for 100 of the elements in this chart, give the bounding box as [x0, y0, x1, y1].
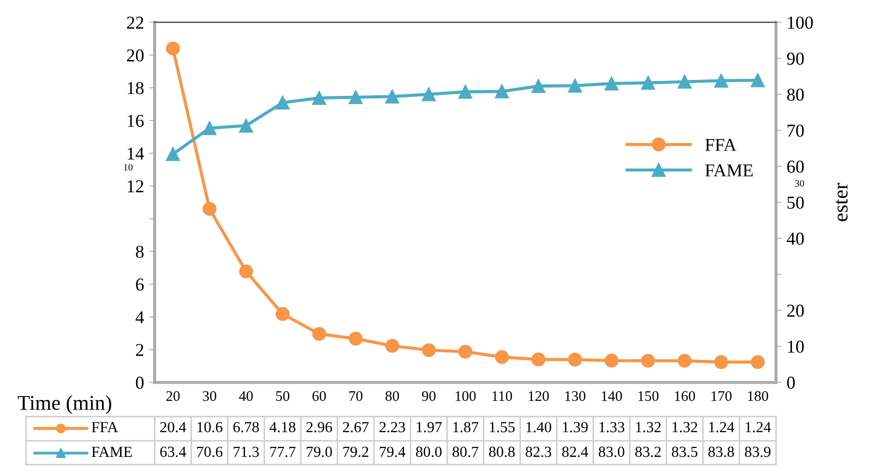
point — [348, 90, 363, 104]
point — [678, 74, 692, 89]
point — [385, 90, 400, 104]
text: FFA — [92, 422, 118, 432]
point — [239, 118, 253, 133]
point — [458, 84, 472, 99]
point — [750, 73, 765, 88]
y2-tick-label: 100 — [788, 16, 813, 29]
data-label: 1.39 — [562, 422, 588, 432]
y2-tick-label: 10 — [788, 340, 804, 353]
point — [604, 76, 618, 90]
x-tick-label: 80 — [386, 391, 399, 401]
point — [166, 42, 180, 56]
point — [202, 202, 216, 216]
point — [714, 355, 728, 370]
y2-tick-label: 70 — [788, 124, 804, 137]
data-label: 1.32 — [636, 422, 661, 432]
data-label: 1.87 — [453, 422, 478, 432]
point — [532, 352, 546, 366]
data-label: 1.55 — [490, 422, 515, 432]
x-tick-label: 130 — [565, 391, 586, 401]
data-label: 4.18 — [270, 422, 296, 432]
x-tick-label: 90 — [422, 391, 436, 401]
data-label: 2.96 — [306, 422, 332, 432]
text: FAME — [92, 446, 132, 457]
y-tick-label: 22 — [127, 16, 144, 29]
point — [276, 96, 290, 110]
data-label: 77.7 — [270, 446, 296, 458]
data-label: 71.3 — [234, 446, 259, 458]
data-label: 1.97 — [416, 422, 442, 432]
y-tick-label: 2 — [136, 344, 144, 356]
legend-label: FAME — [705, 164, 753, 176]
y2-axis-title: ester — [836, 182, 848, 222]
data-label: 80.8 — [489, 446, 515, 458]
point — [239, 264, 253, 278]
y2-tick-label: 90 — [787, 52, 804, 65]
point — [348, 332, 363, 346]
x-tick-label: 50 — [276, 391, 290, 401]
data-label: 82.4 — [562, 446, 588, 458]
data-label: 63.4 — [160, 446, 186, 458]
x-tick-label: 160 — [674, 391, 696, 401]
y-tick-label: 0 — [136, 376, 144, 389]
y-tick-label: 16 — [128, 114, 144, 127]
x-tick-label: 150 — [638, 391, 658, 401]
data-label: 1.32 — [672, 422, 698, 432]
y2-tick-label: 50 — [787, 196, 804, 209]
x-tick-label: 40 — [239, 391, 253, 401]
data-label: 79.4 — [380, 446, 406, 458]
point — [385, 338, 400, 353]
x-tick-label: 180 — [748, 391, 768, 401]
point — [494, 84, 509, 98]
x-tick-label: 60 — [312, 391, 326, 401]
point — [641, 76, 656, 90]
data-label: 82.3 — [526, 446, 552, 458]
point — [202, 121, 216, 136]
data-label: 80.0 — [416, 446, 442, 458]
point — [312, 326, 326, 341]
point — [458, 344, 472, 359]
data-label: 20.4 — [160, 422, 186, 432]
x-axis-title: Time (min) — [18, 395, 112, 414]
point — [714, 74, 728, 88]
legend-label: FFA — [705, 138, 736, 151]
data-label: 79.0 — [306, 446, 332, 458]
y-tick-label: 18 — [128, 82, 144, 94]
data-label: 83.2 — [635, 446, 661, 458]
x-tick-label: 20 — [166, 391, 180, 401]
y2-tick-label: 40 — [786, 232, 804, 245]
y-tick-label: 20 — [127, 49, 144, 62]
data-label: 1.40 — [526, 422, 552, 432]
point — [568, 352, 582, 367]
point — [422, 87, 436, 102]
y-tick-label: 6 — [136, 278, 144, 291]
point — [568, 78, 582, 93]
y2-tick-label: 60 — [787, 160, 804, 173]
data-label: 6.78 — [233, 422, 259, 432]
x-tick-label: 30 — [202, 391, 216, 401]
data-label: 2.23 — [380, 422, 406, 432]
y-tick-label: 8 — [136, 246, 144, 258]
y2-tick-label: 80 — [787, 88, 804, 101]
data-label: 79.2 — [343, 446, 368, 458]
text: 10 — [124, 164, 133, 171]
data-label: 1.33 — [600, 422, 624, 432]
data-label: 10.6 — [197, 422, 222, 432]
data-label: 70.6 — [197, 446, 222, 458]
point — [422, 343, 436, 358]
y-tick-label: 4 — [136, 311, 144, 324]
data-label: 1.24 — [746, 422, 771, 432]
x-tick-label: 100 — [456, 391, 476, 401]
x-tick-label: 170 — [712, 391, 732, 401]
point — [532, 79, 546, 93]
point — [312, 90, 326, 105]
point — [166, 147, 180, 162]
x-tick-label: 120 — [528, 391, 549, 401]
data-label: 83.0 — [598, 446, 624, 458]
point — [494, 350, 509, 364]
x-tick-label: 140 — [602, 391, 622, 401]
x-tick-label: 110 — [492, 391, 512, 401]
data-label: 80.7 — [452, 446, 478, 458]
point — [604, 354, 618, 368]
point — [276, 307, 290, 321]
